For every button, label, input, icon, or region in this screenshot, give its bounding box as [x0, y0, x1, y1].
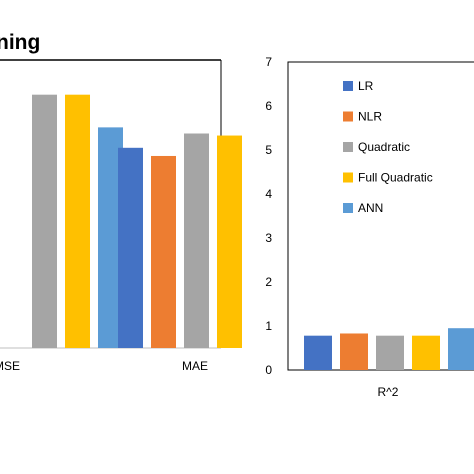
- bar-mae-full-quadratic: [217, 135, 242, 348]
- legend-swatch-full-quadratic: [343, 172, 353, 183]
- legend-label-nlr: NLR: [358, 110, 382, 124]
- right-plot-frame: [287, 61, 474, 371]
- bar-mae-nlr: [151, 155, 176, 348]
- legend-swatch-quadratic: [343, 142, 353, 152]
- x-tick-label-mse: MSE: [0, 359, 20, 373]
- left-chart: ning MSE MAE: [0, 31, 242, 373]
- bar-r2-quadratic: [376, 335, 404, 370]
- y-tick-label: 4: [265, 187, 272, 201]
- bar-r2-nlr: [340, 333, 368, 370]
- right-chart: 0 1 2 3 4 5 6 7 R^2 LR NLR Quadratic Full Quadrati…: [265, 55, 474, 399]
- legend-swatch-nlr: [343, 111, 353, 122]
- left-chart-title: ning: [0, 31, 40, 54]
- legend-label-full-quadratic: Full Quadratic: [358, 171, 433, 185]
- bar-mae-quadratic: [184, 133, 209, 348]
- legend-label-ann: ANN: [358, 201, 383, 215]
- legend: LR NLR Quadratic Full Quadratic ANN: [343, 79, 433, 215]
- bar-mse-quadratic: [32, 94, 57, 348]
- legend-label-quadratic: Quadratic: [358, 140, 410, 154]
- bar-mae-lr: [118, 147, 143, 348]
- y-tick-label: 5: [265, 143, 272, 157]
- legend-label-lr: LR: [358, 79, 374, 93]
- x-tick-label-r2: R^2: [378, 385, 399, 399]
- right-bars: [304, 328, 474, 370]
- legend-swatch-ann: [343, 203, 353, 213]
- legend-swatch-lr: [343, 81, 353, 91]
- y-tick-label: 7: [265, 55, 272, 69]
- bar-mse-full-quadratic: [65, 94, 90, 348]
- x-tick-label-mae: MAE: [182, 359, 208, 373]
- bar-r2-full-quadratic: [412, 335, 440, 370]
- y-tick-label: 3: [265, 231, 272, 245]
- bar-r2-ann: [448, 328, 474, 370]
- bar-r2-lr: [304, 335, 332, 370]
- left-bars: [32, 94, 242, 348]
- y-tick-label: 6: [265, 99, 272, 113]
- y-tick-label: 1: [265, 319, 272, 333]
- right-y-axis-ticks: 0 1 2 3 4 5 6 7: [265, 55, 272, 377]
- y-tick-label: 2: [265, 275, 272, 289]
- y-tick-label: 0: [265, 363, 272, 377]
